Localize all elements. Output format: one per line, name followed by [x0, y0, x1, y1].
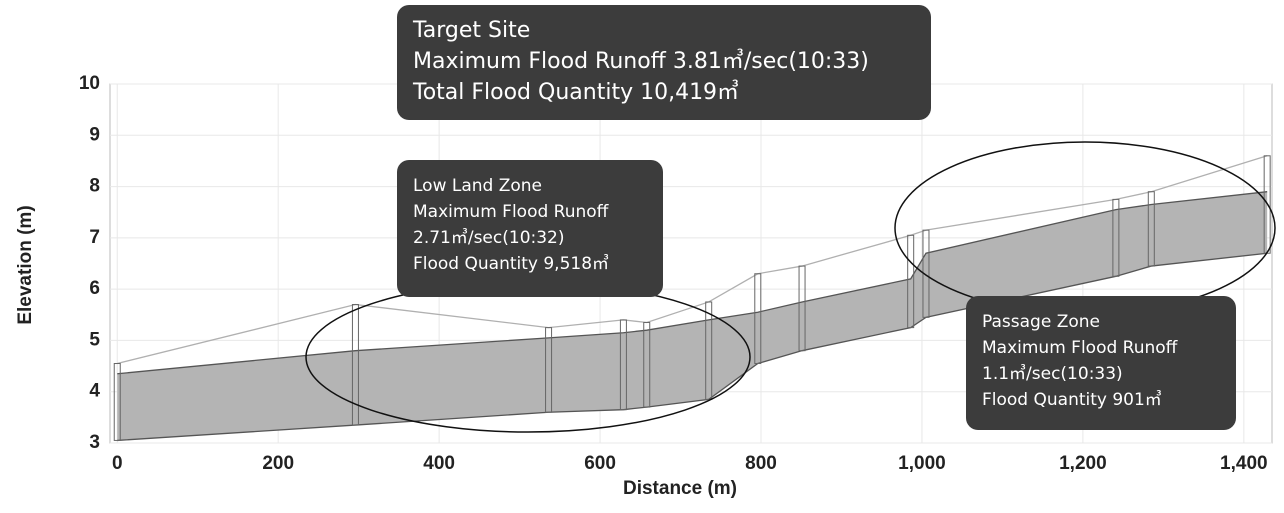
node	[1112, 198, 1120, 277]
x-tick-label: 1,000	[898, 453, 946, 474]
annotations: Target Site Maximum Flood Runoff 3.81㎥/se…	[397, 5, 1236, 430]
annotation-box	[397, 5, 931, 120]
y-axis-label: Elevation (m)	[15, 205, 36, 324]
annotation-text: Maximum Flood Runoff	[413, 202, 610, 222]
x-tick-label: 1,400	[1220, 453, 1268, 474]
plot-area: 3 4 5 6 7 8 9 10 0 200 400 600 800 1,000 1,200 1,400	[79, 73, 1273, 474]
x-tick-label: 800	[745, 453, 777, 474]
water-fill	[117, 191, 1268, 441]
x-tick-label: 400	[423, 453, 455, 474]
node	[798, 265, 806, 352]
y-tick-label: 3	[89, 432, 100, 453]
y-tick-label: 8	[89, 176, 100, 197]
x-tick-label: 600	[584, 453, 616, 474]
node	[754, 273, 762, 365]
y-tick-label: 10	[79, 73, 100, 94]
x-tick-label: 1,200	[1059, 453, 1107, 474]
annotation-text: Flood Quantity 901㎥	[982, 390, 1162, 410]
x-tick-label: 0	[112, 453, 123, 474]
annotation-text: Maximum Flood Runoff	[982, 338, 1179, 358]
node	[907, 234, 915, 329]
annotation-text: Low Land Zone	[413, 176, 542, 196]
annotation-text: Total Flood Quantity 10,419㎥	[412, 79, 739, 105]
annotation-box	[397, 160, 663, 297]
annotation-text: 1.1㎥/sec(10:33)	[982, 364, 1123, 384]
annotation-text: Maximum Flood Runoff 3.81㎥/sec(10:33)	[413, 48, 869, 74]
profile-line	[117, 191, 1268, 375]
annotation-box	[966, 296, 1236, 430]
x-axis-label: Distance (m)	[623, 478, 737, 499]
annotation-text: Flood Quantity 9,518㎥	[413, 254, 609, 274]
y-tick-label: 4	[89, 381, 100, 402]
annotation-text: 2.71㎥/sec(10:32)	[413, 228, 565, 248]
node	[351, 304, 359, 426]
y-tick-label: 7	[89, 227, 100, 248]
node	[705, 301, 713, 400]
y-tick-label: 5	[89, 329, 100, 350]
y-tick-label: 9	[89, 124, 100, 145]
node	[113, 363, 121, 441]
node	[545, 327, 553, 413]
y-tick-label: 6	[89, 278, 100, 299]
annotation-text: Passage Zone	[982, 312, 1100, 332]
node	[643, 321, 651, 408]
x-tick-label: 200	[262, 453, 294, 474]
node	[619, 319, 627, 411]
annotation-text: Target Site	[412, 18, 530, 43]
node	[1147, 191, 1155, 267]
